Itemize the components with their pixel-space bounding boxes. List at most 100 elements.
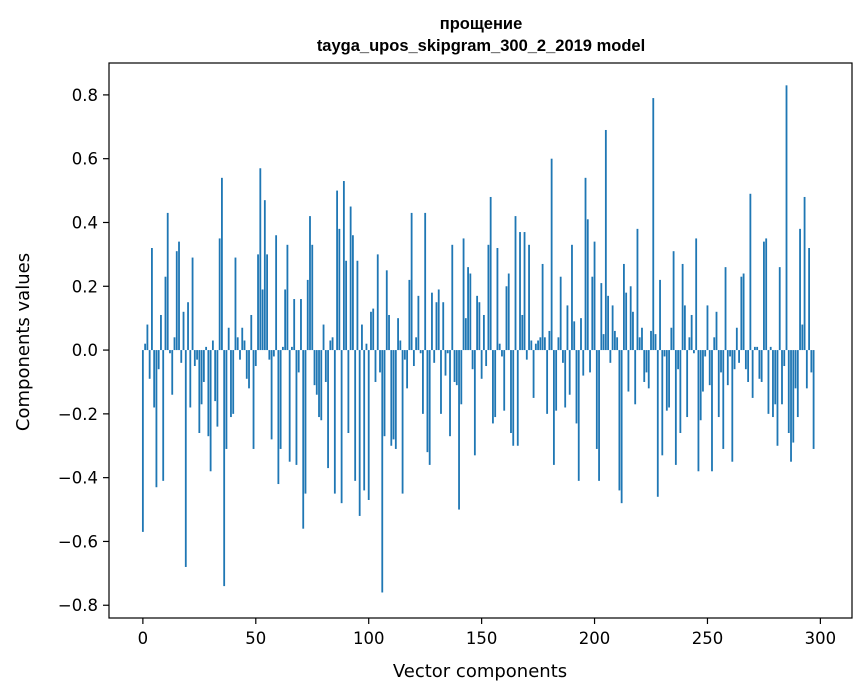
bar (510, 350, 512, 433)
bar (324, 350, 327, 382)
bar (232, 350, 235, 414)
bar (758, 350, 761, 379)
bar (564, 350, 567, 408)
bar (618, 350, 621, 491)
bar (189, 350, 192, 408)
bar (674, 350, 677, 465)
bar (329, 340, 332, 351)
bar (160, 314, 162, 351)
bar (548, 330, 551, 351)
bar (372, 308, 375, 351)
bar (164, 276, 167, 351)
bar (659, 279, 661, 351)
plot-frame (108, 62, 853, 619)
bar (498, 343, 501, 351)
bars-group (141, 85, 815, 593)
bar (295, 350, 298, 465)
bar (227, 327, 230, 351)
bar (184, 350, 187, 567)
y-axis-label: Components values (13, 253, 34, 431)
bar (534, 343, 537, 351)
x-tick-label: 100 (353, 629, 385, 648)
bar (211, 340, 214, 351)
bar (571, 244, 573, 351)
chart-subtitle: tayga_upos_skipgram_300_2_2019 model (317, 37, 645, 55)
bar (521, 314, 524, 351)
bar (397, 318, 399, 351)
bar (593, 241, 596, 351)
bar (365, 343, 368, 351)
bar (480, 350, 483, 379)
bar (306, 279, 309, 351)
bar (765, 238, 768, 351)
y-tick-label: −0.8 (58, 596, 98, 615)
bar (778, 267, 781, 351)
bar (444, 350, 447, 376)
bar (767, 350, 770, 414)
bar (476, 295, 479, 351)
bar (489, 196, 492, 351)
bar (781, 350, 783, 405)
bar (327, 350, 329, 469)
bar (568, 350, 571, 395)
bar (266, 254, 268, 351)
bar (331, 337, 334, 351)
bar (284, 289, 287, 351)
bar (496, 248, 499, 351)
bar (552, 350, 555, 465)
bar (735, 327, 738, 351)
bar (670, 327, 673, 351)
bar (356, 260, 359, 351)
bar (595, 350, 598, 449)
bar (182, 311, 185, 351)
bar (805, 350, 808, 389)
bar (155, 350, 158, 488)
bar (611, 305, 614, 351)
bar (473, 350, 476, 456)
bar (772, 350, 774, 418)
bar (598, 350, 600, 481)
bar (537, 340, 539, 351)
bar (665, 350, 668, 411)
bar (151, 248, 153, 351)
bar (453, 350, 456, 382)
bar (774, 350, 777, 405)
bar (562, 350, 564, 363)
bar (471, 350, 474, 370)
bar (794, 350, 797, 389)
bar (485, 350, 488, 367)
bar (796, 350, 799, 418)
bar (376, 254, 379, 351)
bar (333, 350, 336, 494)
bar (501, 350, 503, 357)
bar (636, 228, 639, 351)
bar (412, 350, 415, 367)
bar (747, 350, 750, 382)
bar (677, 350, 680, 370)
bar (293, 299, 296, 351)
bar (424, 212, 427, 351)
y-tick-label: 0.8 (72, 86, 98, 105)
bar (388, 314, 390, 351)
bar (435, 302, 438, 351)
y-tick-label: −0.6 (58, 532, 98, 551)
bar (733, 350, 736, 370)
bar (688, 337, 691, 351)
bar (528, 244, 530, 351)
bar (607, 295, 609, 351)
bar (320, 350, 323, 421)
bar (146, 324, 149, 351)
bar (394, 350, 397, 449)
bar (207, 350, 210, 437)
bar (252, 350, 255, 449)
bar (763, 241, 765, 351)
bar (315, 350, 318, 395)
bar (645, 350, 648, 373)
bar (367, 350, 370, 500)
bar (738, 350, 740, 363)
bar (708, 350, 711, 386)
bar (469, 273, 472, 351)
bar (722, 350, 725, 449)
bar (487, 244, 490, 351)
bar (654, 334, 657, 351)
